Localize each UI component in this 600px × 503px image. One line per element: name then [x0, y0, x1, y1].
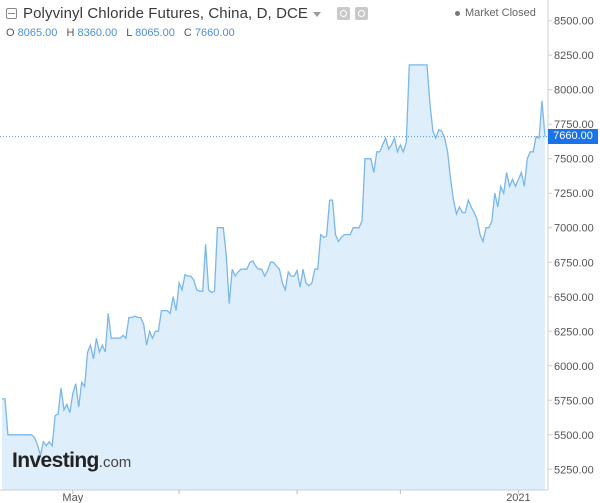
- gear-icon[interactable]: [355, 7, 369, 20]
- y-axis-ticks: 8500.00 8250.00 8000.00 7750.00 7500.00 7250.…: [548, 16, 594, 476]
- ohlc-low: L 8065.00: [126, 27, 175, 39]
- y-tick-label: 7000.00: [554, 223, 594, 235]
- y-tick-label: 8250.00: [554, 50, 594, 62]
- chart-title: Polyvinyl Chloride Futures, China, D, DC…: [23, 5, 309, 22]
- x-tick-label: May: [62, 492, 83, 503]
- y-tick-label: 5250.00: [554, 464, 594, 476]
- chevron-down-icon[interactable]: [313, 12, 322, 17]
- market-status-label: Market Closed: [465, 7, 536, 19]
- ohlc-readout: O 8065.00 H 8360.00 L 8065.00 C 7660.00: [6, 27, 241, 39]
- ohlc-high: H 8360.00: [66, 27, 118, 39]
- y-tick-label: 5750.00: [554, 395, 594, 407]
- chart-header: Polyvinyl Chloride Futures, China, D, DC…: [6, 5, 369, 22]
- collapse-icon[interactable]: [6, 8, 17, 19]
- y-tick-label: 6000.00: [554, 361, 594, 373]
- y-tick-label: 5500.00: [554, 430, 594, 442]
- y-tick-label: 7500.00: [554, 154, 594, 166]
- x-tick-label: 2021: [506, 492, 530, 503]
- price-area-fill: [2, 64, 545, 491]
- y-tick-label: 6500.00: [554, 292, 594, 304]
- y-tick-label: 6750.00: [554, 257, 594, 269]
- y-tick-label: 8500.00: [554, 16, 594, 28]
- y-tick-label: 7750.00: [554, 119, 594, 131]
- settings-icon[interactable]: [337, 7, 351, 20]
- status-dot-icon: [455, 10, 460, 16]
- ohlc-open: O 8065.00: [6, 27, 58, 39]
- price-line: [2, 64, 546, 456]
- ohlc-close: C 7660.00: [183, 27, 235, 39]
- y-tick-label: 7250.00: [554, 188, 594, 200]
- market-status: Market Closed: [455, 7, 536, 19]
- y-tick-label: 6250.00: [554, 326, 594, 338]
- last-price-tag: 7660.00: [548, 128, 598, 144]
- x-axis-ticks: May 2021: [62, 490, 531, 503]
- investing-logo: Investing.com: [12, 449, 132, 472]
- y-tick-label: 8000.00: [554, 85, 594, 97]
